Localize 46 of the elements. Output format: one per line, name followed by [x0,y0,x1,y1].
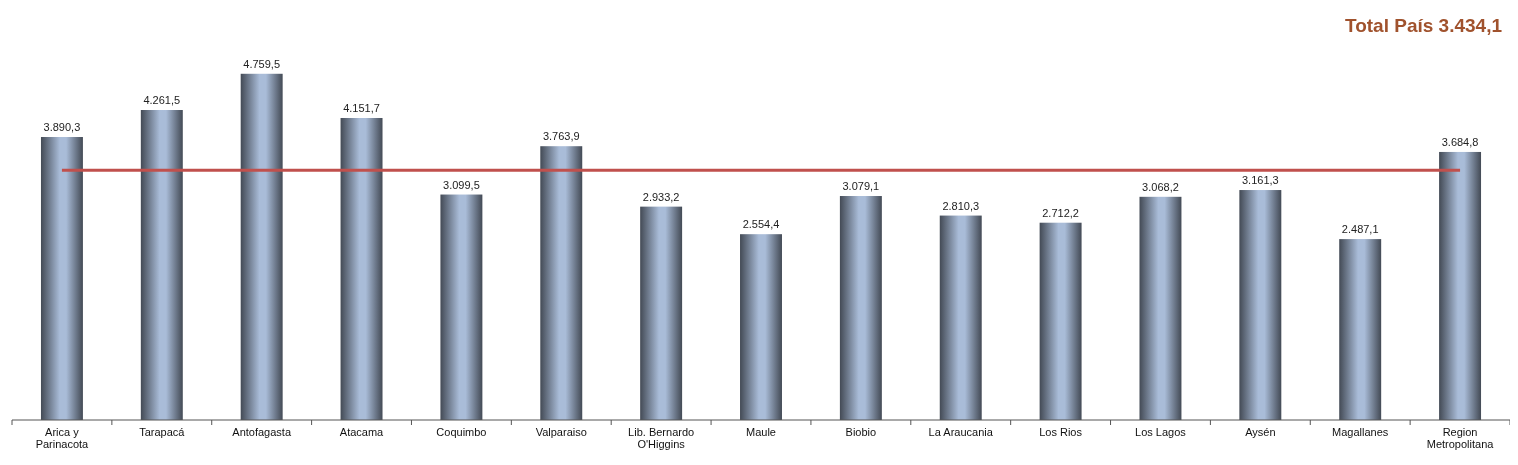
bar [640,206,683,420]
data-label: 3.068,2 [1142,180,1179,193]
bar [140,110,183,420]
data-label: 2.933,2 [642,190,680,203]
bar [440,194,483,420]
data-label: 3.099,5 [443,178,480,191]
x-tick-label: Antofagasta [232,426,292,438]
bar [540,146,583,420]
x-tick-label: Aysén [1245,426,1276,438]
bar [1139,196,1182,420]
data-label: 4.151,7 [343,101,380,114]
ref-line-label: Total País 3.434,1 [1344,15,1503,36]
bar [1239,190,1282,420]
bar [340,117,383,420]
x-tick-label: Maule [746,426,776,438]
bar [40,137,83,420]
x-tick-label: Biobio [845,426,877,438]
data-label: 3.079,1 [842,180,880,193]
x-tick-label: La Araucania [928,426,994,438]
data-label: 3.890,3 [43,121,81,134]
data-label: 4.261,5 [143,94,181,107]
data-label: 3.684,8 [1441,135,1479,148]
x-tick-label: Lib. Bernardo O'Higgins [628,426,695,450]
bar [939,215,982,420]
data-label: 2.487,1 [1341,223,1379,236]
bar [740,234,782,420]
bar [1339,239,1382,420]
x-tick-label: Coquimbo [436,426,487,438]
bar [1439,151,1482,420]
x-tick-label: Los Rios [1039,426,1083,438]
data-label: 2.810,3 [942,199,980,212]
x-tick-label: Los Lagos [1135,426,1187,438]
data-label: 2.712,2 [1042,206,1079,219]
bar [240,73,283,420]
data-label: 3.763,9 [542,130,580,143]
bar [1039,222,1082,420]
data-label: 4.759,5 [243,57,281,70]
data-label: 3.161,3 [1241,174,1279,187]
x-tick-label: Tarapacá [139,426,186,438]
data-label: 2.554,4 [742,218,780,231]
x-tick-label: Region Metropolitana [1426,426,1495,450]
x-tick-label: Atacama [339,426,385,438]
bar [839,196,882,420]
x-tick-label: Valparaiso [535,426,587,438]
x-tick-label: Arica y Parinacota [35,426,90,450]
x-tick-label: Magallanes [1332,426,1389,438]
